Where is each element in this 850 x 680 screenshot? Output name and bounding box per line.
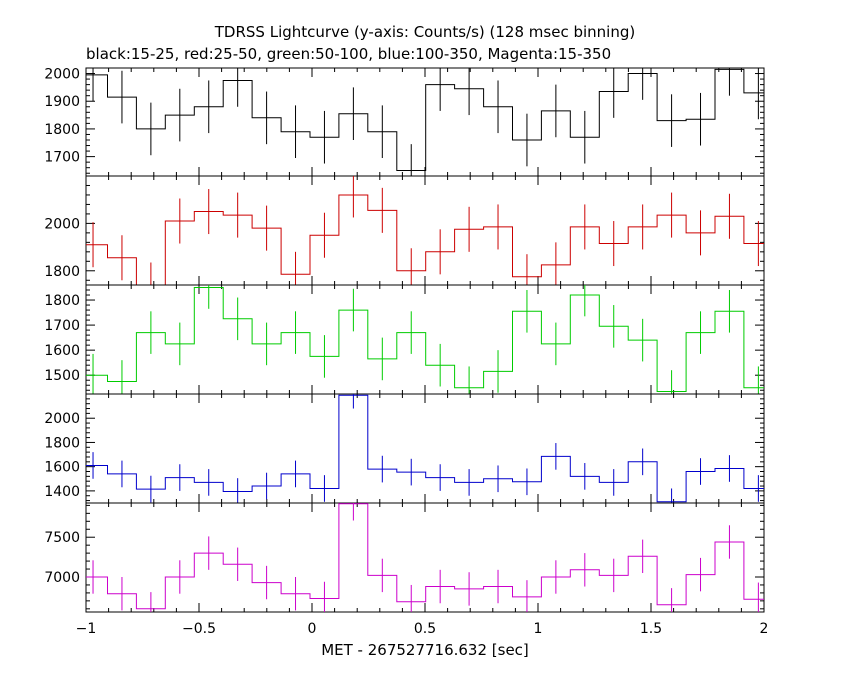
panel-0: 1700 1800 1900 2000 bbox=[44, 67, 765, 177]
x-tick-label: 0 bbox=[308, 621, 317, 637]
x-tick-label: −1 bbox=[76, 621, 97, 637]
chart-subtitle: black:15-25, red:25-50, green:50-100, bl… bbox=[86, 45, 611, 63]
panel-frame bbox=[85, 175, 765, 286]
x-axis-label: MET - 267527716.632 [sec] bbox=[321, 641, 529, 659]
y-tick-label: 1700 bbox=[44, 318, 80, 334]
y-tick-label: 2000 bbox=[44, 67, 80, 83]
y-tick-label: 1700 bbox=[44, 150, 80, 166]
y-tick-label: 1600 bbox=[44, 460, 80, 476]
y-tick-label: 1800 bbox=[44, 435, 80, 451]
series-step-line bbox=[86, 287, 764, 392]
series-step-line bbox=[86, 68, 764, 171]
y-tick-label: 1400 bbox=[44, 484, 80, 500]
chart-title: TDRSS Lightcurve (y-axis: Counts/s) (128… bbox=[214, 23, 635, 41]
y-tick-label: 2000 bbox=[44, 216, 80, 232]
x-tick-label: 0.5 bbox=[414, 621, 436, 637]
panel-4: 7000 7500 −1 −0.5 0 0.5 1 1.5 2 bbox=[44, 502, 769, 637]
panels-group: 1700 1800 1900 2000 1800 2000 1500 1600 1700 1800… bbox=[44, 67, 769, 637]
panel-frame bbox=[85, 502, 765, 613]
x-tick-label: −0.5 bbox=[182, 621, 216, 637]
y-tick-label: 2000 bbox=[44, 411, 80, 427]
y-tick-label: 1800 bbox=[44, 122, 80, 138]
x-tick-label: 1.5 bbox=[640, 621, 662, 637]
x-tick-label: 1 bbox=[534, 621, 543, 637]
panel-1: 1800 2000 bbox=[44, 175, 765, 286]
y-tick-label: 1900 bbox=[44, 94, 80, 110]
y-tick-label: 1500 bbox=[44, 368, 80, 384]
y-tick-label: 1800 bbox=[44, 293, 80, 309]
series-step-line bbox=[86, 194, 764, 285]
y-tick-label: 1600 bbox=[44, 343, 80, 359]
x-tick-label: 2 bbox=[760, 621, 769, 637]
panel-frame bbox=[85, 67, 765, 177]
panel-3: 1400 1600 1800 2000 bbox=[44, 393, 765, 504]
series-step-line bbox=[86, 394, 764, 503]
panel-2: 1500 1600 1700 1800 bbox=[44, 284, 765, 395]
series-step-line bbox=[86, 503, 764, 610]
y-tick-label: 1800 bbox=[44, 264, 80, 280]
y-tick-label: 7000 bbox=[44, 570, 80, 586]
y-tick-label: 7500 bbox=[44, 530, 80, 546]
panel-frame bbox=[85, 284, 765, 395]
panel-frame bbox=[85, 393, 765, 504]
